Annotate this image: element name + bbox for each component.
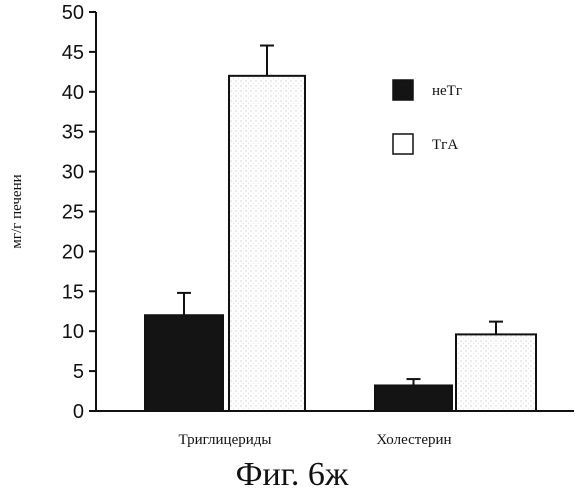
legend-swatch [393,80,413,100]
x-category-label: Холестерин [376,432,451,448]
legend-label: ТгА [432,137,458,153]
y-axis-label: мг/г печени [9,174,25,248]
bar-tga-0 [229,76,305,411]
y-tick-label: 50 [62,2,84,24]
bar-tga-1 [456,334,536,411]
bars: Триглицериды Холестерин [145,46,536,448]
y-tick-label: 15 [62,281,84,303]
legend-swatch [393,134,413,154]
y-tick-label: 45 [62,42,84,64]
y-tick-label: 35 [62,122,84,144]
y-tick-label: 25 [62,202,84,224]
y-tick-label: 20 [62,241,84,263]
legend-label: неТг [432,83,462,99]
y-tick-label: 0 [73,401,84,423]
y-tick-label: 30 [62,162,84,184]
x-category-label: Триглицериды [179,432,272,448]
figure-caption: Фиг. 6ж [0,456,584,494]
y-tick-label: 10 [62,321,84,343]
y-tick-label: 40 [62,82,84,104]
y-tick-label: 5 [73,361,84,383]
bar-chart: 0 5 10 15 20 25 30 35 40 45 50 мг/г печени Триглице… [0,0,584,456]
bar-netg-1 [375,385,452,411]
legend: неТг ТгА [393,80,462,154]
bar-netg-0 [145,315,223,411]
